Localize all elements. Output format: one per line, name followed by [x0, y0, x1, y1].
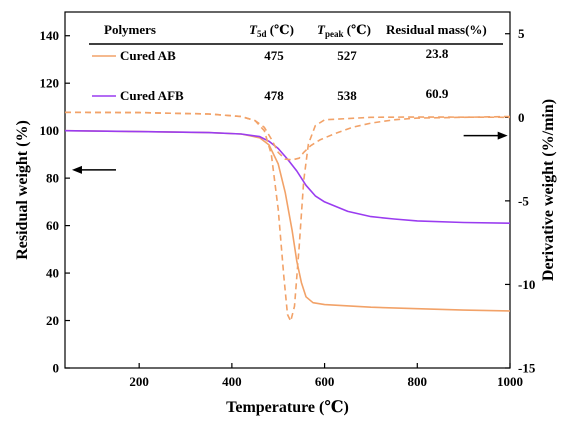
table-cell-residual: 23.8	[426, 46, 449, 61]
left-y-tick-label: 120	[40, 76, 60, 91]
table-header-tpeak: Tpeak (℃)	[317, 22, 371, 39]
left-y-axis-ticks: 0 20 40 60 80 100 120 140	[40, 28, 70, 376]
legend-table: Polymers T5d (℃) Tpeak (℃) Residual mass(%)…	[89, 22, 503, 103]
left-y-tick-label: 0	[53, 361, 60, 376]
right-y-axis-ticks: -15 -10 -5 0 5	[505, 26, 536, 376]
series-line-0	[64, 129, 511, 312]
left-y-axis-title: Residual weight (%)	[14, 120, 31, 260]
right-y-tick-label: -10	[518, 277, 535, 292]
arrow-head-left	[71, 165, 82, 174]
table-cell-name: Cured AFB	[120, 88, 184, 103]
series-line-2	[64, 111, 511, 322]
right-y-tick-label: 5	[518, 26, 525, 41]
table-cell-t5d: 478	[264, 88, 284, 103]
series-group	[64, 111, 511, 322]
left-y-tick-label: 40	[46, 266, 59, 281]
left-y-tick-label: 100	[40, 123, 60, 138]
table-cell-name: Cured AB	[120, 48, 176, 63]
right-y-tick-label: -15	[518, 361, 536, 376]
left-y-tick-label: 140	[40, 28, 60, 43]
table-header-residual: Residual mass(%)	[386, 22, 487, 37]
table-header-t5d: T5d (℃)	[249, 22, 294, 39]
left-y-tick-label: 80	[46, 171, 59, 186]
x-axis-ticks: 200 400 600 800 1000	[129, 363, 523, 389]
right-y-tick-label: -5	[518, 193, 529, 208]
right-y-tick-label: 0	[518, 110, 525, 125]
left-y-tick-label: 60	[46, 218, 59, 233]
table-cell-tpeak: 527	[337, 48, 357, 63]
x-axis-title: Temperature (℃)	[226, 399, 349, 416]
left-y-tick-label: 20	[46, 313, 59, 328]
right-y-axis-title: Derivative weight (%/min)	[540, 99, 557, 281]
table-cell-t5d: 475	[264, 48, 284, 63]
table-cell-tpeak: 538	[337, 88, 357, 103]
series-line-1	[64, 129, 511, 224]
series-line-3	[64, 111, 511, 161]
x-tick-label: 800	[408, 374, 428, 389]
table-cell-residual: 60.9	[426, 86, 449, 101]
x-tick-label: 1000	[497, 374, 523, 389]
x-tick-label: 200	[129, 374, 149, 389]
table-header-polymers: Polymers	[104, 22, 156, 37]
axis-arrows	[71, 131, 508, 174]
arrow-head-right	[497, 131, 508, 140]
x-tick-label: 400	[222, 374, 242, 389]
x-tick-label: 600	[315, 374, 335, 389]
plot-frame	[64, 11, 511, 369]
